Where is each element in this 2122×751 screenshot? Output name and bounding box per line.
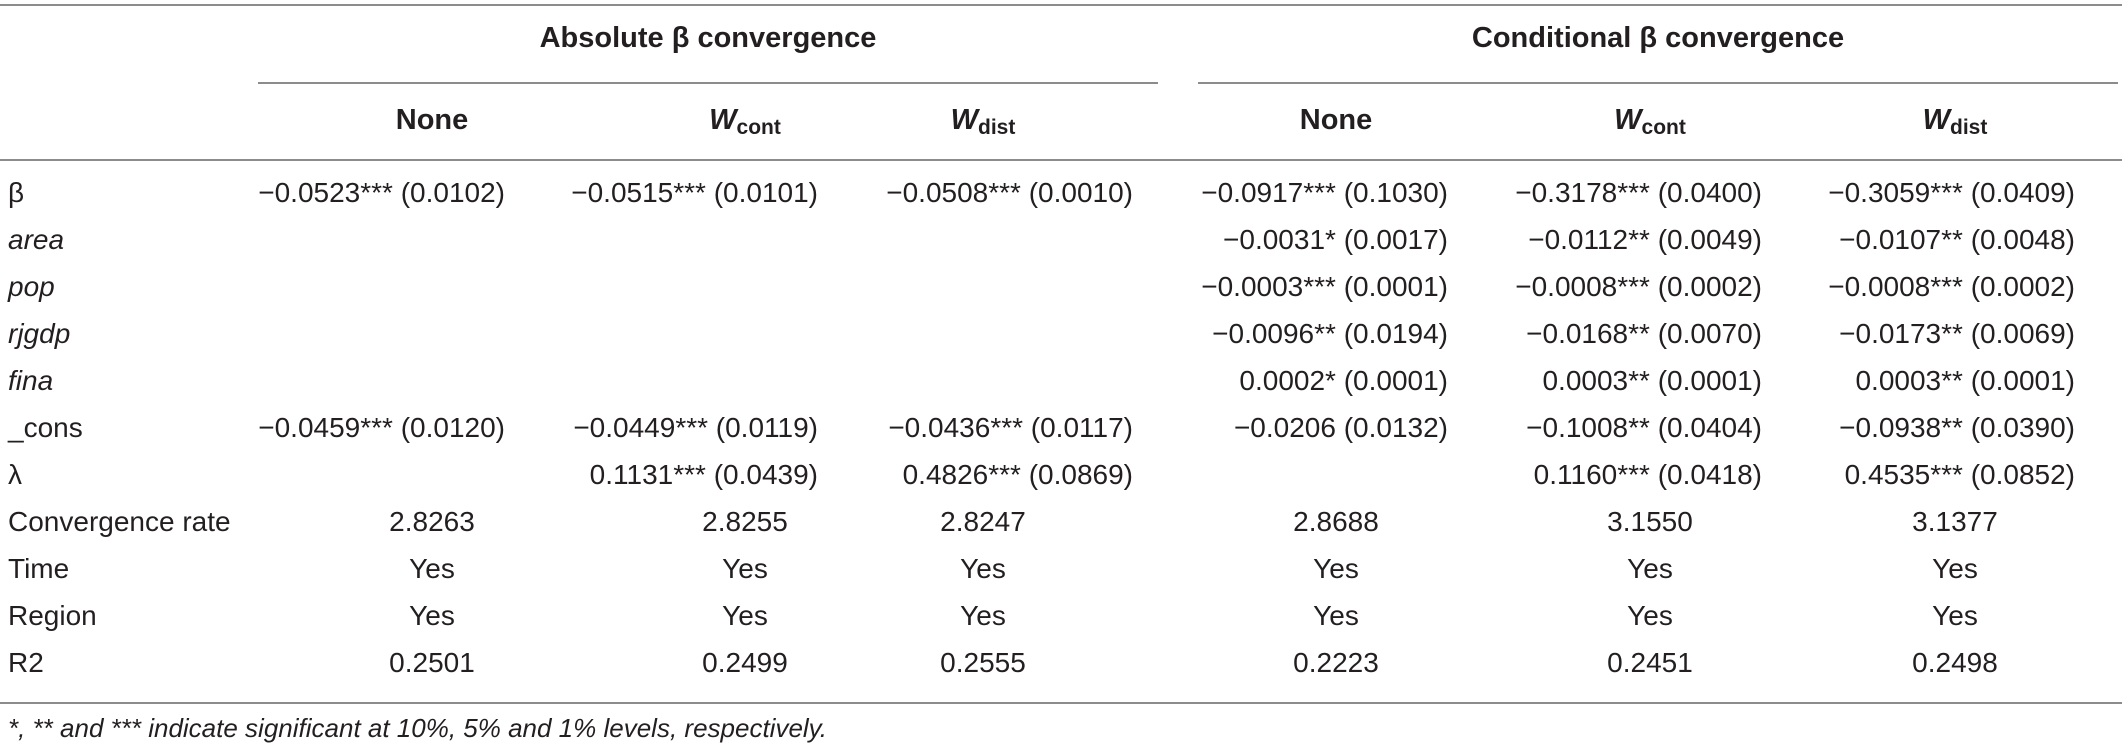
column-header-subscript: cont [1641, 116, 1686, 139]
table-cell: −0.0008*** (0.0002) [1515, 271, 1762, 302]
group-header-absolute: Absolute β convergence [539, 22, 877, 54]
table-cell: 0.0002* (0.0001) [1239, 365, 1448, 396]
table-cell: 2.8688 [1293, 506, 1379, 537]
column-header-4: None [1186, 104, 1486, 137]
table-cell: Yes [960, 600, 1006, 631]
table-cell: −0.0508*** (0.0010) [886, 177, 1133, 208]
column-header-main: W [1922, 104, 1951, 136]
row-label: fina [8, 365, 54, 396]
table-cell: 0.0003** (0.0001) [1855, 365, 2075, 396]
row-label: rjgdp [8, 318, 71, 349]
table-cell: Yes [409, 600, 455, 631]
table-row: Convergence rate 2.8263 2.8255 2.8247 2.8688… [0, 500, 2122, 547]
column-header-main: W [1614, 104, 1642, 136]
row-label: β [8, 177, 25, 208]
table-cell: 0.1131*** (0.0439) [589, 459, 818, 490]
table-cell: 0.2499 [702, 647, 788, 678]
column-header-subscript: cont [736, 116, 781, 139]
row-label: R2 [8, 647, 44, 678]
table-cell: 0.2223 [1293, 647, 1379, 678]
table-cell: 2.8263 [389, 506, 475, 537]
table-cell: 2.8247 [940, 506, 1026, 537]
group-rule-conditional [1198, 82, 2118, 84]
row-label: Convergence rate [8, 506, 231, 537]
table-cell: 0.2555 [940, 647, 1026, 678]
table-cell: −0.0008*** (0.0002) [1828, 271, 2075, 302]
table-cell: Yes [1313, 553, 1359, 584]
table-row: Time Yes Yes Yes Yes Yes Yes [0, 547, 2122, 594]
column-header-subscript: dist [978, 116, 1016, 139]
table-cell: 0.2501 [389, 647, 475, 678]
table-cell: −0.0112** (0.0049) [1528, 224, 1762, 255]
header-rule [0, 159, 2122, 161]
table-cell: 0.1160*** (0.0418) [1533, 459, 1762, 490]
table-cell: −0.0459*** (0.0120) [258, 412, 505, 443]
table-cell: 3.1377 [1912, 506, 1998, 537]
table-cell: −0.0515*** (0.0101) [571, 177, 818, 208]
column-header-main: None [395, 104, 469, 136]
column-header-1: None [282, 104, 582, 137]
table-cell: −0.0449*** (0.0119) [573, 412, 818, 443]
table-cell: Yes [1313, 600, 1359, 631]
row-label: _cons [8, 412, 83, 443]
table-cell: Yes [722, 600, 768, 631]
table-cell: −0.0031* (0.0017) [1223, 224, 1448, 255]
table-cell: Yes [1932, 600, 1978, 631]
table-row: rjgdp −0.0096** (0.0194) −0.0168** (0.0070… [0, 312, 2122, 359]
table-cell: 2.8255 [702, 506, 788, 537]
table-cell: −0.1008** (0.0404) [1526, 412, 1762, 443]
table-row: R2 0.2501 0.2499 0.2555 0.2223 0.2451 0.2498 [0, 641, 2122, 688]
table-row: λ 0.1131*** (0.0439) 0.4826*** (0.0869) 0.1… [0, 453, 2122, 500]
table-cell: Yes [1932, 553, 1978, 584]
top-rule [0, 4, 2122, 6]
table-row: _cons −0.0459*** (0.0120) −0.0449*** (0.01… [0, 406, 2122, 453]
table-cell: 0.0003** (0.0001) [1542, 365, 1762, 396]
table-row: Region Yes Yes Yes Yes Yes Yes [0, 594, 2122, 641]
table-cell: Yes [1627, 553, 1673, 584]
table-row: β −0.0523*** (0.0102) −0.0515*** (0.0101) −… [0, 171, 2122, 218]
table-cell: Yes [722, 553, 768, 584]
table-row: fina 0.0002* (0.0001) 0.0003** (0.0001) 0.0… [0, 359, 2122, 406]
column-header-subscript: dist [1950, 116, 1988, 139]
table-cell: −0.3059*** (0.0409) [1828, 177, 2075, 208]
table-cell: 0.4535*** (0.0852) [1844, 459, 2075, 490]
table-cell: Yes [1627, 600, 1673, 631]
table-cell: −0.0003*** (0.0001) [1201, 271, 1448, 302]
table-cell: −0.0168** (0.0070) [1526, 318, 1762, 349]
bottom-rule [0, 702, 2122, 704]
table-cell: −0.0096** (0.0194) [1212, 318, 1448, 349]
table-cell: 0.2498 [1912, 647, 1998, 678]
column-header-main: None [1299, 104, 1373, 136]
table-cell: −0.0436*** (0.0117) [888, 412, 1133, 443]
row-label: area [8, 224, 65, 255]
row-label: pop [8, 271, 55, 302]
table-cell: −0.0107** (0.0048) [1839, 224, 2075, 255]
table-cell: Yes [960, 553, 1006, 584]
group-rule-absolute [258, 82, 1158, 84]
table-cell: −0.0523*** (0.0102) [258, 177, 505, 208]
table-row: area −0.0031* (0.0017) −0.0112** (0.0049) −… [0, 218, 2122, 265]
table-cell: 3.1550 [1607, 506, 1693, 537]
table-cell: −0.0173** (0.0069) [1839, 318, 2075, 349]
row-label: Time [8, 553, 70, 584]
column-header-3: Wdist [833, 104, 1133, 140]
group-header-conditional: Conditional β convergence [1471, 22, 1845, 54]
row-label: Region [8, 600, 97, 631]
table-row: pop −0.0003*** (0.0001) −0.0008*** (0.0002… [0, 265, 2122, 312]
table-cell: 0.2451 [1607, 647, 1693, 678]
column-header-6: Wdist [1805, 104, 2105, 140]
column-header-5: Wcont [1500, 104, 1800, 140]
row-label: λ [8, 459, 22, 490]
table-cell: −0.0938** (0.0390) [1839, 412, 2075, 443]
column-header-main: W [950, 104, 979, 136]
column-header-main: W [709, 104, 737, 136]
column-header-2: Wcont [595, 104, 895, 140]
table-cell: −0.0206 (0.0132) [1233, 412, 1448, 443]
table-cell: −0.3178*** (0.0400) [1515, 177, 1762, 208]
table-footnote: *, ** and *** indicate significant at 10… [8, 713, 827, 743]
table-cell: Yes [409, 553, 455, 584]
table-cell: 0.4826*** (0.0869) [902, 459, 1133, 490]
table-cell: −0.0917*** (0.1030) [1201, 177, 1448, 208]
